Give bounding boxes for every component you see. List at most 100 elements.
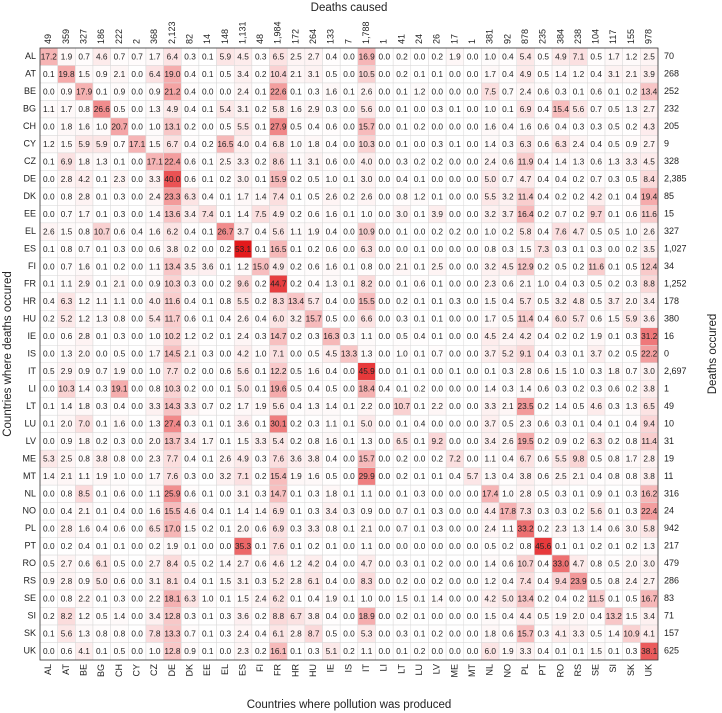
cell-label: 0.1 <box>555 646 567 656</box>
cell-label: 3.3 <box>308 524 320 534</box>
cell-label: 1.0 <box>484 226 496 236</box>
cell-label: 2.2 <box>432 401 444 411</box>
cell-label: 0.0 <box>379 349 391 359</box>
cell-label: 0.0 <box>43 174 55 184</box>
cell-label: 10.3 <box>58 384 75 394</box>
cell-label: 3.0 <box>237 174 249 184</box>
cell-label: 2.4 <box>237 86 249 96</box>
cell-label: 0.0 <box>467 51 479 61</box>
cell-label: 3.0 <box>626 524 638 534</box>
cell-label: 0.2 <box>290 419 302 429</box>
cell-label: 0.7 <box>184 628 196 638</box>
cell-label: 4.6 <box>96 51 108 61</box>
column-total-label: 2 <box>131 39 141 44</box>
cell-label: 0.0 <box>131 576 143 586</box>
cell-label: 0.7 <box>590 104 602 114</box>
cell-label: 0.5 <box>114 104 126 114</box>
cell-label: 0.2 <box>626 121 638 131</box>
cell-label: 0.0 <box>379 86 391 96</box>
cell-label: 0.2 <box>396 69 408 79</box>
cell-label: 0.0 <box>467 454 479 464</box>
column-total-label: 1,984 <box>273 21 283 44</box>
cell-label: 0.0 <box>131 191 143 201</box>
cell-label: 1.6 <box>114 419 126 429</box>
cell-label: 1.6 <box>326 209 338 219</box>
cell-label: 0.6 <box>590 314 602 324</box>
row-total-label: 1,027 <box>664 243 687 253</box>
cell-label: 0.1 <box>396 384 408 394</box>
cell-label: 0.1 <box>202 628 214 638</box>
cell-label: 2.4 <box>520 86 532 96</box>
row-total-label: 24 <box>664 506 674 516</box>
cell-label: 6.2 <box>273 593 285 603</box>
cell-label: 7.0 <box>78 419 90 429</box>
cell-label: 0.0 <box>131 121 143 131</box>
cell-label: 5.0 <box>237 384 249 394</box>
cell-label: 0.2 <box>149 541 161 551</box>
cell-label: 0.3 <box>432 506 444 516</box>
cell-label: 0.7 <box>502 174 514 184</box>
cell-label: 0.1 <box>396 86 408 96</box>
y-tick-label: NO <box>23 506 37 516</box>
cell-label: 1.5 <box>520 244 532 254</box>
cell-label: 4.1 <box>643 628 655 638</box>
cell-label: 9.4 <box>555 576 567 586</box>
cell-label: 0.0 <box>131 244 143 254</box>
cell-label: 0.0 <box>379 506 391 516</box>
cell-label: 0.2 <box>608 279 620 289</box>
cell-label: 1.8 <box>608 366 620 376</box>
cell-label: 0.0 <box>467 226 479 236</box>
x-tick-label: ES <box>237 664 247 676</box>
cell-label: 5.8 <box>273 104 285 114</box>
cell-label: 3.0 <box>643 559 655 569</box>
cell-label: 0.0 <box>449 489 461 499</box>
cell-label: 6.9 <box>273 506 285 516</box>
row-total-label: 85 <box>664 191 674 201</box>
x-tick-label: HU <box>308 664 318 677</box>
cell-label: 2.9 <box>308 104 320 114</box>
cell-label: 0.5 <box>396 331 408 341</box>
row-total-label: 178 <box>664 296 679 306</box>
row-total-label: 19 <box>664 453 674 463</box>
cell-label: 0.5 <box>502 419 514 429</box>
cell-label: 1.1 <box>326 419 338 429</box>
cell-label: 2.0 <box>573 611 585 621</box>
cell-label: 2.4 <box>237 628 249 638</box>
cell-label: 22.6 <box>270 86 287 96</box>
cell-label: 0.2 <box>255 646 267 656</box>
cell-label: 3.2 <box>555 296 567 306</box>
cell-label: 0.0 <box>432 541 444 551</box>
cell-label: 0.2 <box>308 244 320 254</box>
cell-label: 0.6 <box>326 156 338 166</box>
cell-label: 0.6 <box>537 419 549 429</box>
x-tick-label: EL <box>220 664 230 675</box>
cell-label: 30.1 <box>270 419 287 429</box>
cell-label: 6.4 <box>167 51 179 61</box>
cell-label: 0.7 <box>432 349 444 359</box>
cell-label: 5.0 <box>96 576 108 586</box>
cell-label: 2.1 <box>78 506 90 516</box>
cell-label: 0.3 <box>626 279 638 289</box>
cell-label: 0.1 <box>343 436 355 446</box>
cell-label: 4.5 <box>326 349 338 359</box>
cell-label: 0.0 <box>131 524 143 534</box>
cell-label: 10.9 <box>359 226 376 236</box>
cell-label: 5.6 <box>273 401 285 411</box>
cell-label: 3.8 <box>308 611 320 621</box>
column-total-label: 1,788 <box>361 21 371 44</box>
cell-label: 0.6 <box>537 366 549 376</box>
cell-label: 1.4 <box>590 524 602 534</box>
cell-label: 10.7 <box>94 226 111 236</box>
cell-label: 16.5 <box>217 139 234 149</box>
cell-label: 19.8 <box>58 69 75 79</box>
cell-label: 0.0 <box>467 628 479 638</box>
cell-label: 0.0 <box>414 51 426 61</box>
cell-label: 0.5 <box>308 174 320 184</box>
cell-label: 0.4 <box>590 419 602 429</box>
cell-label: 2.1 <box>502 401 514 411</box>
cell-label: 1.5 <box>184 524 196 534</box>
cell-label: 0.1 <box>432 69 444 79</box>
cell-label: 1.9 <box>308 226 320 236</box>
row-total-label: 71 <box>664 611 674 621</box>
cell-label: 0.1 <box>255 86 267 96</box>
